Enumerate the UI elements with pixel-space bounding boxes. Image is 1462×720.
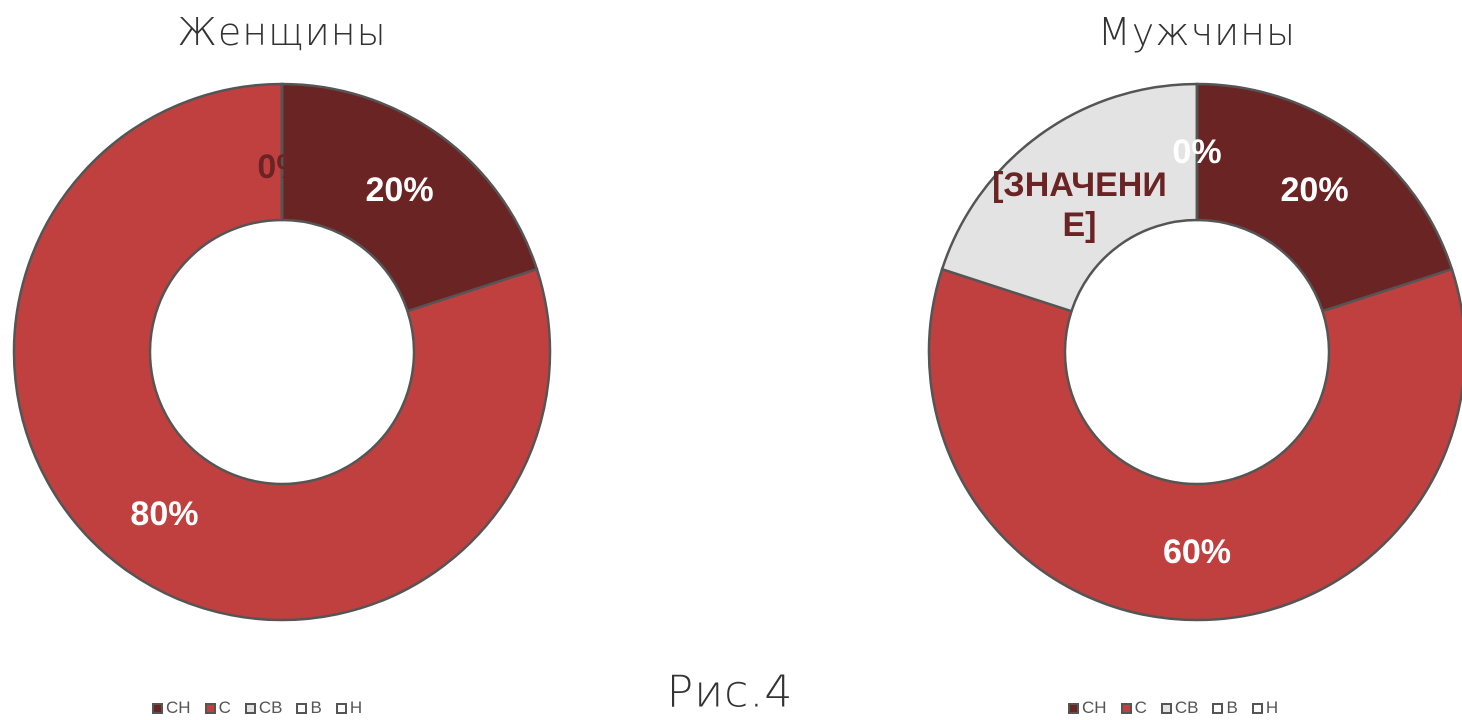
legend-swatch xyxy=(244,702,256,714)
value-label: 80% xyxy=(130,494,199,533)
legend-label: СН xyxy=(166,698,191,717)
value-label: 0% xyxy=(257,148,307,186)
legend-item: В xyxy=(296,698,322,718)
legend-item: СВ xyxy=(244,698,283,718)
chart-title: Женщины xyxy=(177,10,387,54)
value-label: 20% xyxy=(1280,171,1349,210)
legend-swatch xyxy=(1160,702,1172,714)
legend-swatch xyxy=(1212,702,1224,714)
legend-label: С xyxy=(1134,698,1147,717)
value-label: [ЗНАЧЕНИЕ] xyxy=(992,166,1167,245)
caption: Рис.4 xyxy=(666,666,794,718)
legend-item: СВ xyxy=(1160,698,1199,718)
legend-label: СВ xyxy=(258,698,283,717)
slice xyxy=(940,82,1199,313)
legend-label: СН xyxy=(1082,698,1107,717)
legend-swatch xyxy=(1251,702,1263,714)
slice xyxy=(280,82,539,313)
legend-item: Н xyxy=(1251,698,1279,718)
legend-label: Н xyxy=(349,698,363,717)
legend: СН С СВ В Н xyxy=(152,698,362,718)
value-label: 60% xyxy=(1162,533,1232,571)
legend-item: СН xyxy=(1068,698,1107,718)
legend-label: В xyxy=(1226,698,1238,717)
legend-swatch xyxy=(1120,702,1132,714)
legend-item: СН xyxy=(152,698,191,718)
legend-swatch xyxy=(296,702,308,714)
legend-label: Н xyxy=(1265,698,1279,717)
legend-label: В xyxy=(310,698,322,717)
slice xyxy=(1195,82,1454,313)
value-label: 0% xyxy=(1172,133,1222,171)
slice xyxy=(12,82,552,622)
chart-title: Мужчины xyxy=(1097,10,1297,54)
value-label: 20% xyxy=(365,171,434,210)
legend-swatch xyxy=(335,702,347,714)
slice xyxy=(927,267,1462,622)
legend-swatch xyxy=(204,702,216,714)
legend-item: Н xyxy=(335,698,363,718)
legend-label: СВ xyxy=(1174,698,1199,717)
legend-label: С xyxy=(218,698,231,717)
legend-item: В xyxy=(1212,698,1238,718)
legend-swatch xyxy=(1068,702,1079,714)
legend-item: С xyxy=(1120,698,1147,718)
legend-swatch xyxy=(152,702,163,714)
legend: СН С СВ В Н xyxy=(1068,698,1278,718)
legend-item: С xyxy=(204,698,231,718)
